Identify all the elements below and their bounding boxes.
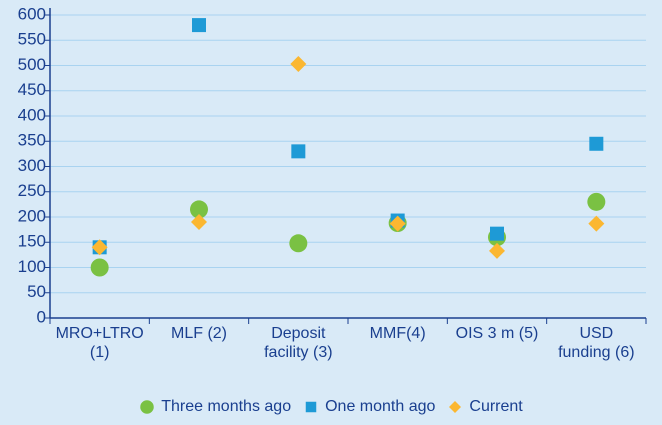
marker (191, 214, 207, 231)
marker (90, 258, 109, 277)
y-tick-label: 350 (18, 131, 46, 150)
legend-label: Current (469, 398, 523, 415)
marker (587, 192, 606, 211)
x-tick-label: MRO+LTRO (1) (55, 325, 144, 361)
y-tick-label: 250 (18, 181, 46, 200)
legend-item: One month ago (303, 398, 435, 416)
marker (589, 136, 604, 151)
x-tick-label: OIS 3 m (5) (455, 325, 539, 342)
legend-item: Current (447, 398, 523, 416)
marker (389, 215, 406, 232)
marker (289, 234, 308, 253)
legend-marker (449, 401, 462, 413)
y-tick-label: 400 (18, 105, 46, 124)
x-tick-label: USD funding (6) (558, 325, 635, 361)
x-tick-label: MLF (2) (171, 325, 227, 342)
legend-label: Three months ago (161, 398, 292, 415)
marker (588, 215, 605, 232)
y-tick-label: 50 (27, 282, 46, 301)
marker (290, 55, 307, 72)
marker (489, 242, 505, 259)
y-tick-label: 450 (18, 80, 46, 99)
legend: Three months ago One month ago Current (0, 398, 662, 416)
x-tick-label: MMF(4) (369, 325, 426, 342)
y-tick-label: 300 (18, 156, 46, 175)
y-tick-label: 200 (18, 206, 46, 225)
marker (305, 401, 317, 413)
legend-marker (140, 400, 154, 414)
y-tick-label: 500 (18, 55, 46, 74)
x-tick-label: Deposit facility (3) (264, 325, 333, 361)
y-tick-label: 100 (18, 257, 46, 276)
marker (291, 144, 306, 159)
legend-label: One month ago (325, 398, 436, 415)
y-tick-label: 550 (18, 30, 46, 49)
marker (190, 200, 208, 219)
legend-marker (305, 401, 317, 413)
marker (449, 401, 462, 413)
marker (490, 226, 504, 241)
y-tick-label: 600 (18, 4, 46, 23)
marker (192, 18, 206, 33)
marker (91, 239, 108, 256)
y-tick-label: 150 (18, 232, 46, 251)
y-tick-label: 0 (37, 307, 46, 326)
legend-item: Three months ago (139, 398, 291, 416)
marker (140, 400, 154, 414)
